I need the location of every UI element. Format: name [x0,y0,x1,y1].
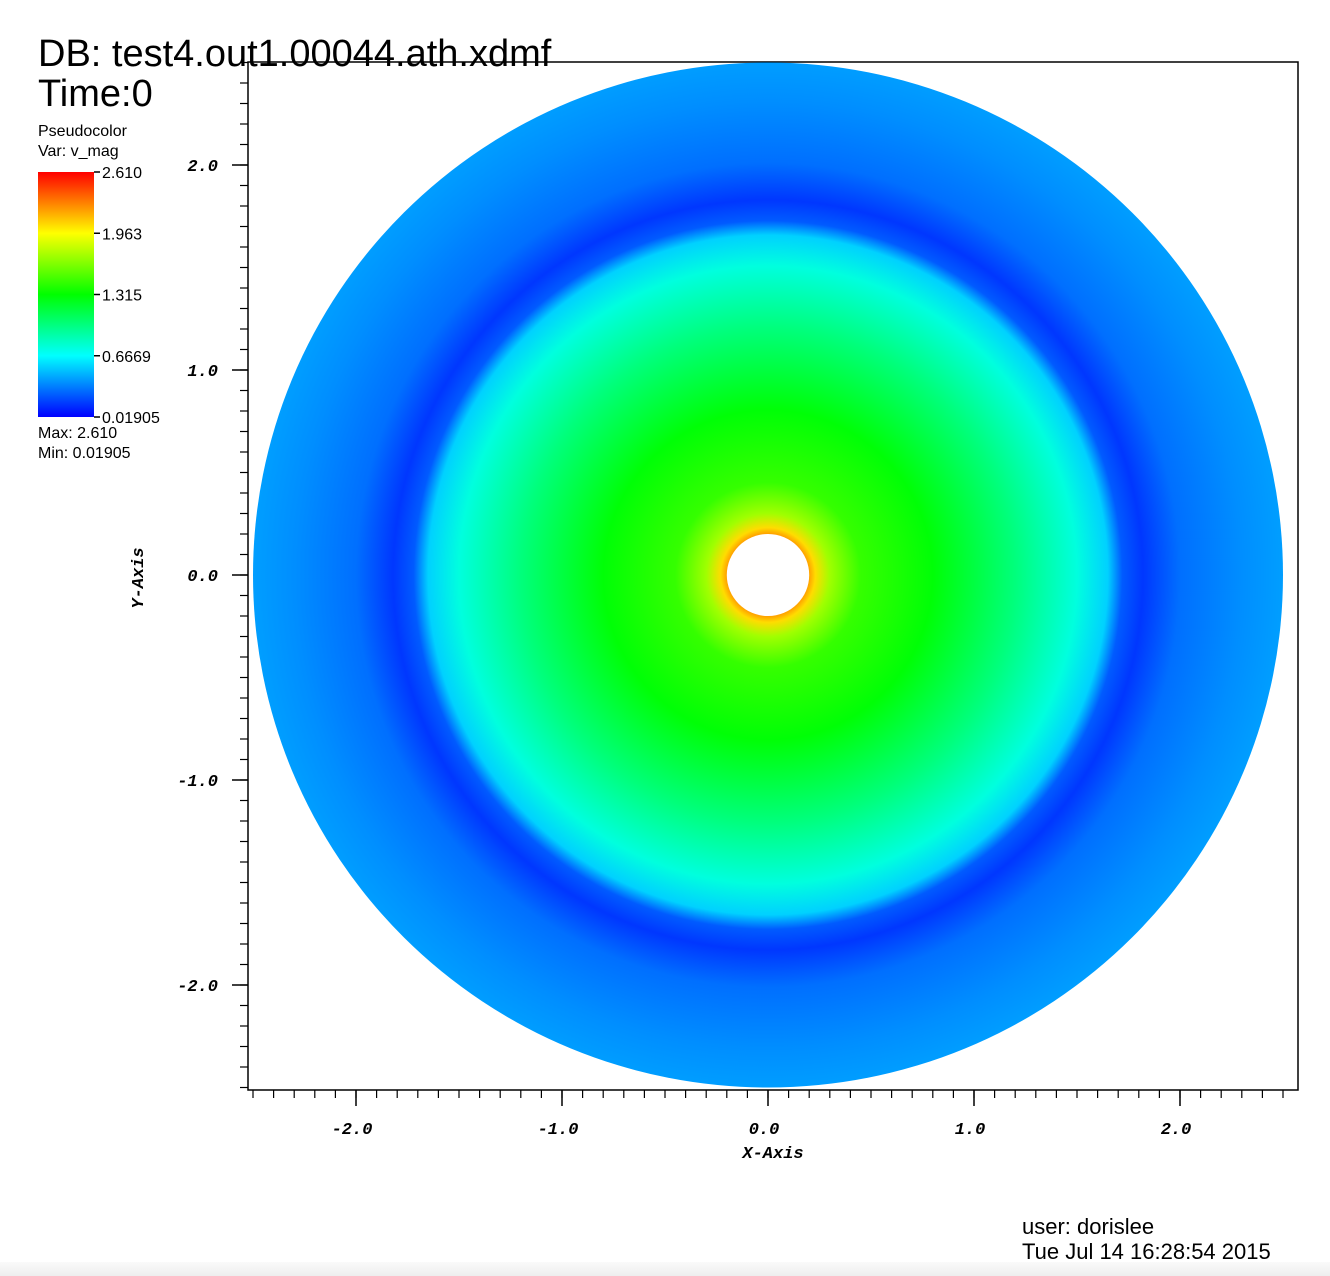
colorbar-ticks: 2.610 1.963 1.315 0.6669 0.01905 [94,165,160,427]
plot-frame [247,61,1299,1091]
y-tick-label: 0.0 [187,568,218,587]
colorbar-tick-label: 0.6669 [102,349,151,366]
time-label: Time:0 [38,73,153,115]
inner-hole [726,534,810,616]
y-tick-label: 2.0 [187,158,218,177]
x-tick-label: 2.0 [1161,1121,1192,1140]
x-tick-label: 1.0 [955,1121,986,1140]
colorbar [38,172,94,417]
y-axis-title: Y-Axis [130,547,149,608]
colorbar-tick-label: 0.01905 [102,410,160,427]
y-tick-label: -1.0 [177,773,218,792]
x-tick-label: 0.0 [749,1121,780,1140]
window-bottom-strip [0,1262,1330,1276]
legend-plot-type: Pseudocolor [38,123,127,140]
x-tick-label: -2.0 [332,1121,373,1140]
x-axis-title: X-Axis [741,1145,803,1164]
colorbar-tick-label: 1.963 [102,226,142,243]
footer-user: user: dorislee [1022,1214,1155,1239]
x-axis-ticks: -2.0 -1.0 0.0 1.0 2.0 [252,1090,1284,1140]
footer-timestamp: Tue Jul 14 16:28:54 2015 [1022,1239,1271,1264]
legend-variable: Var: v_mag [38,143,119,160]
database-title: DB: test4.out1.00044.ath.xdmf [38,33,552,75]
y-tick-label: -2.0 [177,978,218,997]
y-axis-ticks: 2.0 1.0 0.0 -1.0 -2.0 [177,61,248,1089]
velocity-field [253,62,1283,1088]
legend-max: Max: 2.610 [38,425,118,442]
legend-min: Min: 0.01905 [38,445,131,462]
colorbar-tick-label: 1.315 [102,288,142,305]
y-tick-label: 1.0 [187,363,218,382]
colorbar-tick-label: 2.610 [102,165,142,182]
x-tick-label: -1.0 [538,1121,579,1140]
